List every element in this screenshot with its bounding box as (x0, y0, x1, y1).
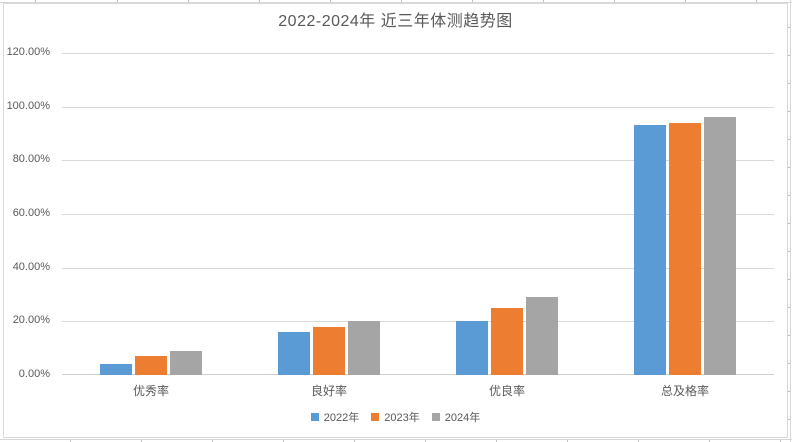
bar-group-良好率 (240, 53, 418, 375)
excel-row-ticks-right (788, 0, 790, 442)
excel-gridline-bottom (0, 439, 792, 440)
x-axis-category-label-优秀率: 优秀率 (132, 384, 169, 398)
chart-title[interactable]: 2022-2024年 近三年体测趋势图 (278, 13, 513, 30)
bar-group-优秀率 (62, 53, 240, 375)
bar-2023年-优良率[interactable] (491, 307, 523, 375)
gridline (62, 267, 774, 269)
y-axis-tick-label: 0.00% (18, 368, 50, 380)
y-axis-tick-label: 20.00% (12, 314, 50, 327)
gridline (62, 214, 774, 215)
bar-2022年-优良率[interactable] (456, 321, 488, 375)
x-axis-category-label-优良率: 优良率 (488, 384, 525, 398)
legend-label: 2024年 (444, 412, 481, 424)
excel-column-ticks-top (0, 0, 792, 2)
bar-2024年-优良率[interactable] (526, 297, 558, 375)
legend-label: 2023年 (384, 412, 420, 424)
bar-2024年-优秀率[interactable] (170, 350, 202, 375)
gridline (62, 106, 774, 108)
excel-gridline-right (790, 0, 791, 442)
chart-container[interactable]: 2022-2024年 近三年体测趋势图 优秀率 良好率 优良率 总及格率 2022年 2… (3, 3, 788, 438)
bar-2023年-总及格率[interactable] (669, 122, 701, 375)
y-axis-tick-label: 60.00% (12, 207, 50, 219)
x-axis-line (62, 374, 774, 375)
gridline (62, 321, 774, 323)
excel-column-ticks-bottom (0, 440, 792, 442)
x-axis-category-label-总及格率: 总及格率 (660, 384, 709, 398)
legend-swatch-icon (431, 413, 440, 421)
x-axis-category-label-良好率: 良好率 (310, 384, 347, 398)
y-axis-tick-label: 80.00% (12, 153, 50, 166)
legend-item-2022年[interactable]: 2022年 (310, 409, 360, 425)
legend-swatch-icon (371, 413, 380, 421)
bar-2024年-总及格率[interactable] (704, 117, 736, 375)
bar-2022年-优秀率[interactable] (100, 364, 132, 375)
y-axis-tick-label: 100.00% (6, 99, 50, 112)
bar-2022年-总及格率[interactable] (634, 125, 666, 375)
legend-label: 2022年 (323, 412, 360, 424)
bar-2024年-良好率[interactable] (348, 321, 380, 375)
gridline (62, 53, 774, 54)
y-axis-tick-label: 40.00% (12, 260, 50, 273)
bar-group-总及格率 (596, 53, 774, 375)
bar-group-优良率 (418, 53, 596, 375)
legend-swatch-icon (310, 413, 319, 421)
bar-2022年-良好率[interactable] (278, 332, 310, 375)
legend-item-2023年[interactable]: 2023年 (371, 409, 420, 425)
gridline (62, 160, 774, 162)
y-axis-tick-label: 120.00% (6, 46, 50, 58)
bar-2023年-良好率[interactable] (313, 326, 345, 375)
legend-item-2024年[interactable]: 2024年 (431, 409, 481, 425)
plot-area (62, 53, 774, 375)
excel-gridline-top (0, 2, 792, 3)
x-axis-labels: 优秀率 良好率 优良率 总及格率 (62, 382, 774, 399)
bar-2023年-优秀率[interactable] (135, 356, 167, 375)
legend: 2022年 2023年 2024年 (4, 409, 787, 425)
